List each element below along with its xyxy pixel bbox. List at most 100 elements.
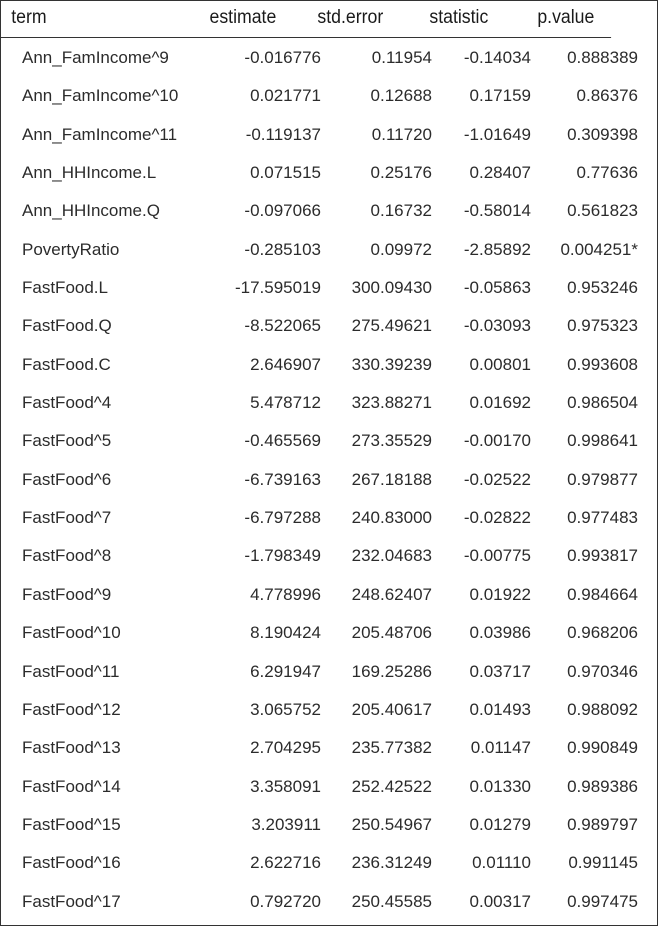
cell-estimate: 3.358091	[250, 776, 321, 796]
cell-estimate: 4.778996	[250, 584, 321, 604]
table-row: FastFood^11 6.291947 169.25286 0.03717 0.970…	[1, 652, 657, 690]
cell-std-error: 232.04683	[351, 546, 432, 566]
cell-term: Ann_HHIncome.Q	[22, 201, 160, 221]
cell-p-value: 0.77636	[576, 163, 638, 183]
cell-p-value: 0.988092	[567, 699, 638, 719]
cell-term: Ann_FamIncome^9	[22, 48, 169, 67]
cell-std-error: 169.25286	[351, 661, 432, 681]
cell-std-error: 0.25176	[370, 163, 432, 183]
cell-estimate: -6.739163	[244, 469, 321, 489]
cell-std-error: 205.40617	[351, 699, 432, 719]
cell-std-error: 248.62407	[351, 584, 432, 604]
cell-term: Ann_HHIncome.L	[22, 163, 157, 183]
table-row: Ann_FamIncome^10 0.021771 0.12688 0.17159 0.…	[1, 76, 657, 114]
cell-p-value: 0.989386	[567, 776, 638, 796]
cell-p-value: 0.997475	[567, 891, 638, 911]
cell-statistic: 0.01692	[469, 393, 531, 413]
cell-std-error: 275.49621	[351, 316, 432, 336]
cell-p-value: 0.991145	[568, 853, 638, 873]
cell-std-error: 0.11954	[371, 48, 432, 67]
column-header-std-error: std.error	[317, 7, 384, 28]
cell-statistic: 0.01279	[469, 814, 531, 834]
table-row: PovertyRatio -0.285103 0.09972 -2.85892 0.00…	[1, 230, 657, 268]
cell-estimate: -0.119137	[245, 124, 321, 144]
cell-std-error: 0.12688	[370, 86, 432, 106]
cell-term: FastFood^10	[22, 623, 121, 643]
cell-std-error: 273.35529	[351, 431, 432, 451]
cell-p-value: 0.309398	[567, 124, 638, 144]
cell-statistic: 0.01330	[469, 776, 531, 796]
cell-p-value: 0.86376	[576, 86, 638, 106]
table-row: Ann_FamIncome^11 -0.119137 0.11720 -1.01649…	[1, 115, 657, 153]
cell-statistic: 0.03717	[469, 661, 531, 681]
column-header-p-value: p.value	[537, 7, 595, 28]
cell-statistic: -0.58014	[463, 201, 531, 221]
table-row: FastFood^9 4.778996 248.62407 0.01922 0.9846…	[1, 575, 657, 613]
cell-estimate: -6.797288	[244, 508, 321, 528]
cell-statistic: -2.85892	[463, 239, 531, 259]
cell-std-error: 240.83000	[351, 508, 432, 528]
cell-estimate: -0.016776	[244, 48, 321, 67]
cell-term: FastFood^9	[22, 584, 112, 604]
cell-statistic: 0.01110	[472, 853, 531, 873]
cell-std-error: 330.39239	[351, 354, 432, 374]
table-row: FastFood^7 -6.797288 240.83000 -0.02822 0.97…	[1, 498, 657, 536]
table-row: FastFood^12 3.065752 205.40617 0.01493 0.988…	[1, 690, 657, 728]
cell-statistic: 0.00801	[469, 354, 531, 374]
cell-estimate: 2.622716	[250, 853, 321, 873]
cell-std-error: 0.16732	[370, 201, 432, 221]
cell-statistic: 0.03986	[469, 623, 531, 643]
cell-term: FastFood^16	[22, 853, 121, 873]
cell-term: Ann_FamIncome^10	[22, 86, 179, 106]
cell-p-value: 0.004251*	[560, 239, 638, 259]
cell-p-value: 0.968206	[567, 623, 638, 643]
table-row: FastFood^10 8.190424 205.48706 0.03986 0.968…	[1, 613, 657, 651]
cell-term: FastFood^4	[22, 393, 112, 413]
cell-term: FastFood.Q	[22, 316, 112, 336]
cell-estimate: 3.203911	[251, 814, 321, 834]
table-body: Ann_FamIncome^9 -0.016776 0.11954 -0.14034 0…	[1, 38, 657, 920]
table-row: FastFood^8 -1.798349 232.04683 -0.00775 0.99…	[1, 536, 657, 574]
cell-statistic: -0.03093	[463, 316, 531, 336]
cell-statistic: -0.05863	[463, 278, 531, 298]
column-header-estimate: estimate	[209, 7, 277, 28]
cell-p-value: 0.975323	[567, 316, 638, 336]
cell-p-value: 0.993608	[567, 354, 638, 374]
cell-std-error: 205.48706	[351, 623, 432, 643]
column-header-statistic: statistic	[429, 7, 489, 28]
table-row: Ann_FamIncome^9 -0.016776 0.11954 -0.14034 0…	[1, 38, 657, 76]
cell-term: FastFood^11	[22, 661, 120, 681]
table-row: FastFood^6 -6.739163 267.18188 -0.02522 0.97…	[1, 460, 657, 498]
cell-estimate: -0.097066	[244, 201, 321, 221]
cell-estimate: -8.522065	[244, 316, 321, 336]
cell-estimate: 3.065752	[250, 699, 321, 719]
cell-statistic: 0.00317	[469, 891, 531, 911]
cell-statistic: 0.01922	[469, 584, 531, 604]
cell-estimate: 5.478712	[250, 393, 321, 413]
cell-estimate: -0.285103	[244, 239, 321, 259]
cell-statistic: -1.01649	[463, 124, 531, 144]
cell-std-error: 267.18188	[351, 469, 432, 489]
cell-estimate: 0.792720	[250, 891, 321, 911]
table-row: FastFood.C 2.646907 330.39239 0.00801 0.9936…	[1, 345, 657, 383]
table-row: FastFood^13 2.704295 235.77382 0.01147 0.990…	[1, 728, 657, 766]
cell-estimate: -17.595019	[234, 278, 321, 298]
cell-std-error: 235.77382	[351, 738, 432, 758]
cell-statistic: 0.01493	[469, 699, 531, 719]
cell-std-error: 252.42522	[351, 776, 432, 796]
cell-std-error: 0.09972	[370, 239, 432, 259]
cell-term: FastFood.L	[22, 278, 108, 298]
cell-estimate: -1.798349	[244, 546, 321, 566]
cell-term: FastFood^8	[22, 546, 112, 566]
table-header: term estimate std.error statistic p.valu…	[1, 1, 612, 38]
table-row: Ann_HHIncome.Q -0.097066 0.16732 -0.58014 0.…	[1, 191, 657, 229]
cell-p-value: 0.986504	[567, 393, 638, 413]
cell-statistic: 0.01147	[470, 738, 531, 758]
cell-statistic: -0.02522	[463, 469, 531, 489]
table-row: FastFood^16 2.622716 236.31249 0.01110 0.991…	[1, 843, 657, 881]
cell-p-value: 0.970346	[567, 661, 638, 681]
cell-term: FastFood^15	[22, 814, 121, 834]
cell-statistic: 0.28407	[469, 163, 531, 183]
table-row: FastFood.Q -8.522065 275.49621 -0.03093 0.97…	[1, 306, 657, 344]
